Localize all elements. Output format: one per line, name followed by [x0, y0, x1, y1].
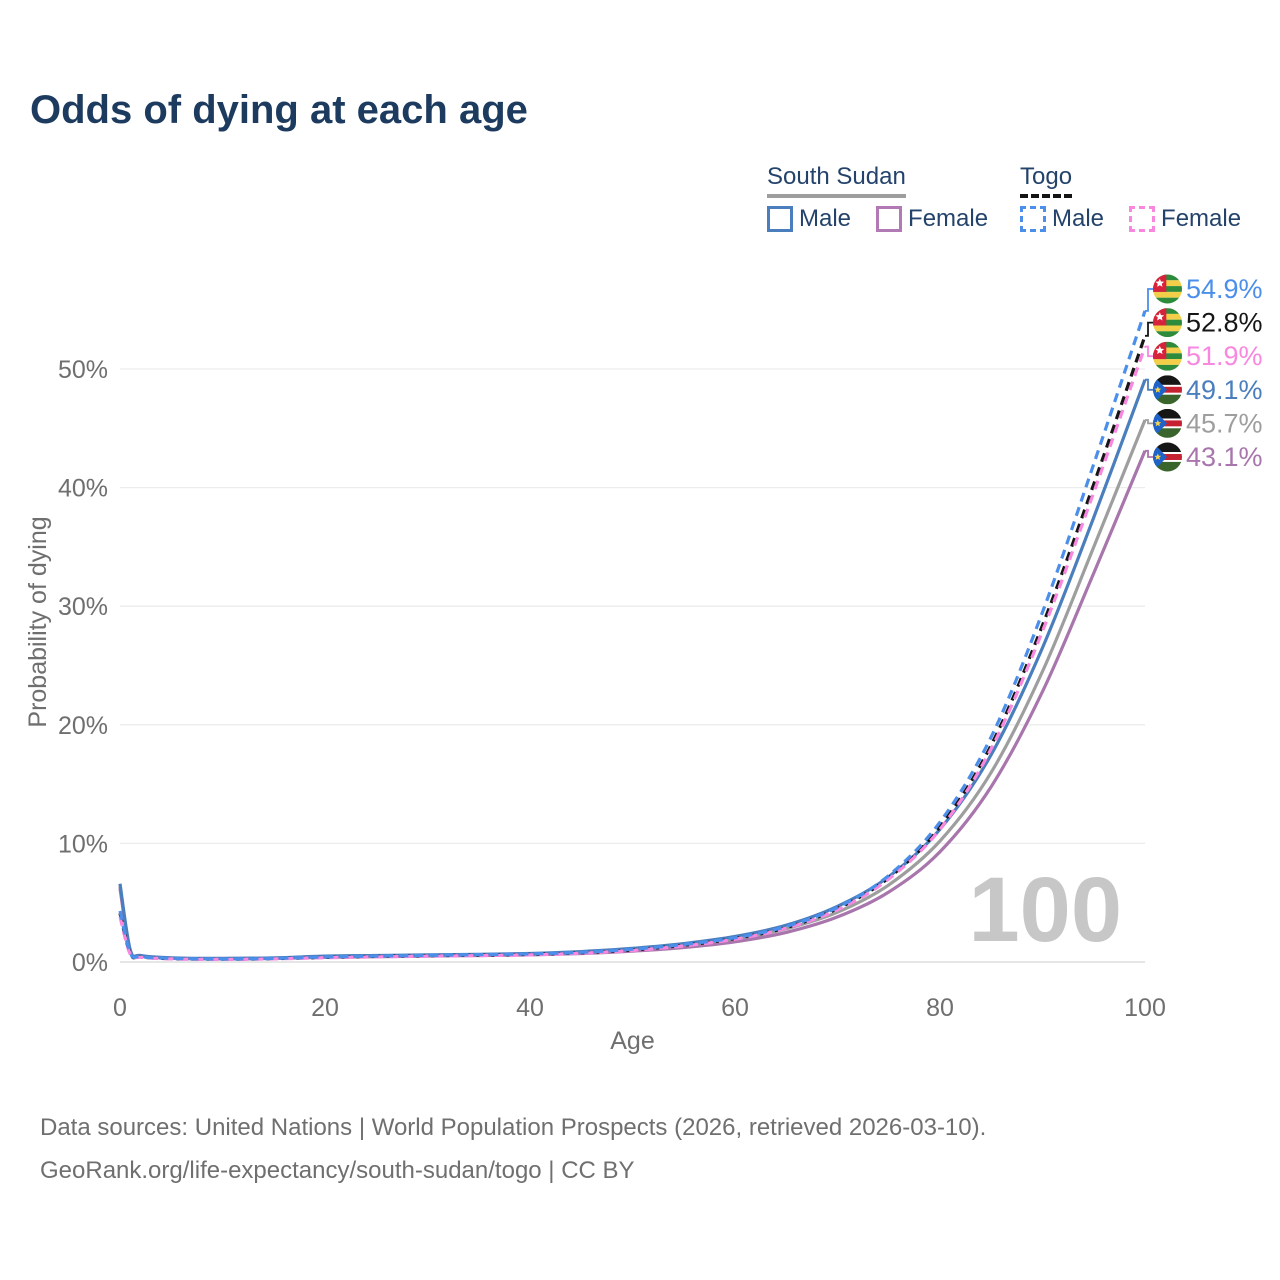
- x-tick-label: 40: [516, 994, 544, 1022]
- south-sudan-flag-icon: [1153, 409, 1182, 438]
- end-label-connector-south-sudan-male: [1145, 378, 1153, 391]
- legend-item-south-sudan-female[interactable]: Female: [876, 205, 988, 233]
- footer-sources-line: Data sources: United Nations | World Pop…: [40, 1114, 987, 1141]
- end-value-label-south-sudan-male: 49.1%: [1186, 375, 1263, 405]
- legend-item-label: Female: [908, 205, 989, 232]
- togo-flag-icon: [1153, 308, 1182, 337]
- page-title: Odds of dying at each age: [30, 88, 528, 132]
- legend-item-label: Female: [1161, 205, 1242, 232]
- end-value-label-south-sudan-both: 45.7%: [1186, 408, 1263, 438]
- legend-item-south-sudan-male[interactable]: Male: [767, 205, 851, 233]
- legend-items: Male Female: [767, 205, 988, 233]
- legend-item-togo-male[interactable]: Male: [1020, 205, 1104, 233]
- dashed-line-swatch-icon: [1020, 206, 1046, 232]
- end-value-label-togo-male: 54.9%: [1186, 274, 1263, 304]
- end-label-connector-togo-female: [1145, 345, 1153, 358]
- togo-flag-icon: [1153, 275, 1182, 304]
- end-label-connector-togo-male: [1145, 288, 1153, 312]
- y-tick-label: 30%: [58, 593, 108, 621]
- y-axis-title: Probability of dying: [24, 516, 52, 727]
- solid-line-swatch-icon: [876, 206, 903, 232]
- legend-item-label: Male: [799, 205, 852, 232]
- legend-country-south-sudan[interactable]: South Sudan: [767, 163, 906, 198]
- series-line-togo-male[interactable]: [118, 310, 1147, 961]
- age-watermark: 100: [969, 859, 1123, 961]
- x-tick-label: 80: [926, 994, 954, 1022]
- x-tick-label: 100: [1124, 994, 1166, 1022]
- x-tick-label: 0: [113, 994, 127, 1022]
- south-sudan-flag-icon: [1153, 375, 1182, 404]
- y-tick-label: 40%: [58, 475, 108, 503]
- togo-flag-icon: [1153, 342, 1182, 371]
- x-axis-title: Age: [610, 1027, 654, 1055]
- end-label-connector-south-sudan-female: [1145, 449, 1153, 458]
- solid-line-swatch-icon: [767, 206, 793, 232]
- legend-items: Male Female: [1020, 205, 1241, 233]
- footer: Data sources: United Nations | World Pop…: [40, 1106, 986, 1192]
- dashed-line-swatch-icon: [1129, 206, 1156, 232]
- footer-attribution-line: GeoRank.org/life-expectancy/south-sudan/…: [40, 1157, 635, 1184]
- legend-item-label: Male: [1052, 205, 1105, 232]
- legend-item-togo-female[interactable]: Female: [1129, 205, 1241, 233]
- end-value-label-togo-female: 51.9%: [1186, 341, 1263, 371]
- end-label-connector-south-sudan-both: [1145, 419, 1153, 425]
- y-tick-label: 20%: [58, 712, 108, 740]
- end-value-label-togo-both: 52.8%: [1186, 308, 1263, 338]
- y-tick-label: 0%: [72, 949, 108, 977]
- end-value-label-south-sudan-female: 43.1%: [1186, 442, 1263, 472]
- south-sudan-flag-icon: [1153, 443, 1182, 472]
- legend-group-togo: Togo Male Female: [1020, 163, 1241, 233]
- x-tick-label: 60: [721, 994, 749, 1022]
- legend-country-togo[interactable]: Togo: [1020, 163, 1073, 198]
- legend-group-south-sudan: South Sudan Male Female: [767, 163, 988, 233]
- end-label-connector-togo-both: [1145, 321, 1153, 337]
- x-tick-label: 20: [311, 994, 339, 1022]
- y-tick-label: 10%: [58, 830, 108, 858]
- y-tick-label: 50%: [58, 356, 108, 384]
